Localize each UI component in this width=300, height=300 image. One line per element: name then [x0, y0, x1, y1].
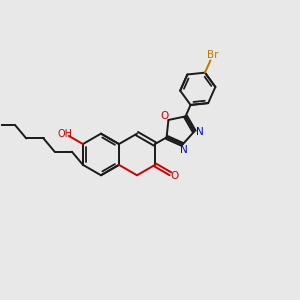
Text: O: O [171, 171, 179, 181]
Text: N: N [180, 145, 188, 155]
Text: Br: Br [207, 50, 219, 60]
Text: O: O [160, 111, 168, 121]
Text: N: N [196, 127, 204, 137]
Text: OH: OH [57, 129, 72, 139]
